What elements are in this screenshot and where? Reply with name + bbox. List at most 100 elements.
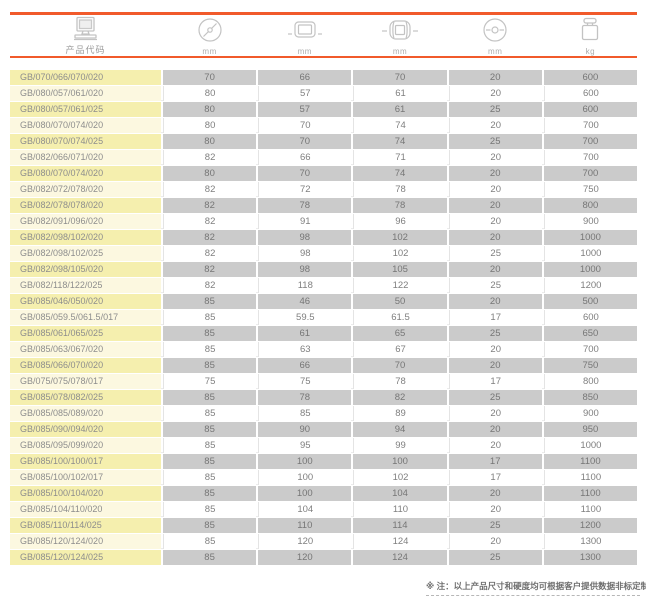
spec-value-cell: 98	[258, 262, 352, 277]
spec-value-cell: 20	[448, 438, 542, 453]
spec-value-cell: 20	[448, 230, 542, 245]
spec-value-cell: 600	[543, 86, 637, 101]
spec-value-cell: 102	[353, 246, 447, 261]
product-code-cell: GB/080/070/074/020	[10, 166, 161, 181]
spec-value-cell: 25	[448, 390, 542, 405]
unit-label: kg	[585, 47, 596, 56]
spec-value-cell: 80	[163, 102, 257, 117]
footnote: ※ 注：以上产品尺寸和硬度均可根据客户提供数据非标定制！	[426, 581, 646, 591]
outer-diameter-icon	[195, 15, 225, 45]
load-weight-icon	[576, 17, 604, 45]
table-row: GB/085/120/124/025 85 120 124 25 1300	[10, 550, 637, 565]
spec-value-cell: 66	[258, 358, 352, 373]
spec-value-cell: 100	[353, 454, 447, 469]
product-code-cell: GB/085/095/099/020	[10, 438, 161, 453]
spec-value-cell: 1200	[543, 518, 637, 533]
spec-value-cell: 57	[258, 102, 352, 117]
spec-value-cell: 85	[163, 486, 257, 501]
table-row: GB/085/100/100/017 85 100 100 17 1100	[10, 454, 637, 469]
top-accent-bar	[10, 12, 637, 15]
spec-value-cell: 66	[258, 150, 352, 165]
table-row: GB/085/100/104/020 85 100 104 20 1100	[10, 486, 637, 501]
spec-value-cell: 100	[258, 486, 352, 501]
spec-value-cell: 70	[163, 70, 257, 85]
spec-value-cell: 25	[448, 102, 542, 117]
spec-value-cell: 700	[543, 166, 637, 181]
spec-value-cell: 80	[163, 118, 257, 133]
spec-value-cell: 20	[448, 182, 542, 197]
spec-value-cell: 46	[258, 294, 352, 309]
spec-value-cell: 110	[258, 518, 352, 533]
spec-value-cell: 124	[353, 534, 447, 549]
table-row: GB/080/070/074/020 80 70 74 20 700	[10, 166, 637, 181]
spec-value-cell: 82	[163, 230, 257, 245]
spec-value-cell: 71	[353, 150, 447, 165]
table-row: GB/085/090/094/020 85 90 94 20 950	[10, 422, 637, 437]
product-code-cell: GB/085/100/104/020	[10, 486, 161, 501]
table-row: GB/080/057/061/025 80 57 61 25 600	[10, 102, 637, 117]
spec-value-cell: 120	[258, 550, 352, 565]
bore-diameter-header: mm	[449, 15, 542, 57]
spec-value-cell: 85	[163, 422, 257, 437]
spec-value-cell: 600	[543, 70, 637, 85]
spec-value-cell: 20	[448, 166, 542, 181]
spec-value-cell: 25	[448, 278, 542, 293]
product-code-label: 产品代码	[65, 45, 106, 55]
spec-value-cell: 20	[448, 342, 542, 357]
spec-value-cell: 85	[163, 550, 257, 565]
spec-value-cell: 20	[448, 486, 542, 501]
spec-value-cell: 85	[163, 358, 257, 373]
table-row: GB/085/046/050/020 85 46 50 20 500	[10, 294, 637, 309]
product-code-cell: GB/070/066/070/020	[10, 70, 161, 85]
spec-value-cell: 1000	[543, 438, 637, 453]
table-row: GB/080/070/074/020 80 70 74 20 700	[10, 118, 637, 133]
wheel-width-icon	[287, 17, 323, 45]
product-code-cell: GB/085/063/067/020	[10, 342, 161, 357]
spec-value-cell: 65	[353, 326, 447, 341]
spec-value-cell: 85	[163, 518, 257, 533]
spec-value-cell: 122	[353, 278, 447, 293]
spec-value-cell: 700	[543, 134, 637, 149]
spec-value-cell: 85	[163, 438, 257, 453]
spec-value-cell: 70	[353, 358, 447, 373]
spec-value-cell: 118	[258, 278, 352, 293]
table-row: GB/082/066/071/020 82 66 71 20 700	[10, 150, 637, 165]
product-code-cell: GB/082/118/122/025	[10, 278, 161, 293]
spec-value-cell: 70	[353, 70, 447, 85]
spec-value-cell: 1000	[543, 246, 637, 261]
dashed-rule	[426, 595, 640, 596]
spec-value-cell: 78	[353, 182, 447, 197]
table-row: GB/085/061/065/025 85 61 65 25 650	[10, 326, 637, 341]
spec-value-cell: 124	[353, 550, 447, 565]
product-code-cell: GB/082/078/078/020	[10, 198, 161, 213]
spec-value-cell: 59.5	[258, 310, 352, 325]
spec-value-cell: 78	[353, 374, 447, 389]
table-row: GB/075/075/078/017 75 75 78 17 800	[10, 374, 637, 389]
product-code-cell: GB/080/070/074/020	[10, 118, 161, 133]
spec-value-cell: 61	[258, 326, 352, 341]
spec-value-cell: 20	[448, 406, 542, 421]
spec-value-cell: 82	[163, 150, 257, 165]
bore-diameter-icon	[480, 15, 510, 45]
product-code-cell: GB/082/098/105/020	[10, 262, 161, 277]
spec-value-cell: 66	[258, 70, 352, 85]
spec-value-cell: 25	[448, 518, 542, 533]
table-row: GB/085/063/067/020 85 63 67 20 700	[10, 342, 637, 357]
spec-value-cell: 600	[543, 310, 637, 325]
table-row: GB/082/098/102/020 82 98 102 20 1000	[10, 230, 637, 245]
product-code-cell: GB/075/075/078/017	[10, 374, 161, 389]
spec-value-cell: 100	[258, 454, 352, 469]
unit-label: mm	[392, 47, 408, 56]
spec-value-cell: 75	[258, 374, 352, 389]
spec-value-cell: 95	[258, 438, 352, 453]
spec-value-cell: 105	[353, 262, 447, 277]
computer-icon	[71, 16, 101, 42]
wheel-length-icon	[381, 17, 419, 45]
spec-value-cell: 1000	[543, 262, 637, 277]
product-code-cell: GB/085/046/050/020	[10, 294, 161, 309]
product-code-cell: GB/085/100/100/017	[10, 454, 161, 469]
spec-value-cell: 82	[163, 278, 257, 293]
spec-value-cell: 1100	[543, 502, 637, 517]
spec-value-cell: 1100	[543, 454, 637, 469]
spec-value-cell: 20	[448, 70, 542, 85]
